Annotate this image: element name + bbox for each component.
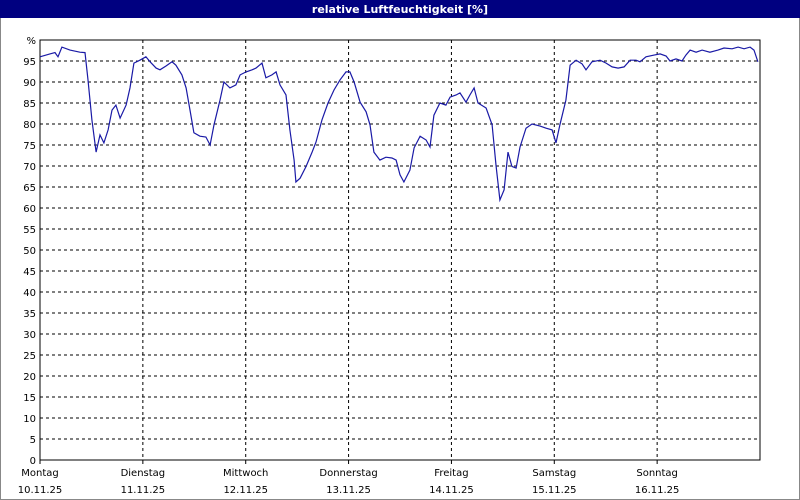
x-tick-date: 14.11.25 [429, 485, 474, 496]
x-tick-label: Freitag [434, 468, 468, 479]
y-tick-label: 60 [23, 204, 36, 215]
x-tick-date: 10.11.25 [18, 485, 63, 496]
y-tick-label: 70 [23, 162, 36, 173]
y-tick-label: 40 [23, 288, 36, 299]
y-tick-label: 35 [23, 309, 36, 320]
y-tick-label: 0 [30, 456, 36, 467]
y-tick-label: % [26, 36, 36, 47]
y-tick-label: 80 [23, 120, 36, 131]
y-tick-label: 95 [23, 57, 36, 68]
title-bar [0, 0, 800, 18]
y-tick-label: 20 [23, 372, 36, 383]
x-tick-label: Montag [21, 468, 58, 479]
x-tick-label: Dienstag [121, 468, 166, 479]
chart-title: relative Luftfeuchtigkeit [%] [312, 3, 488, 16]
y-tick-label: 15 [23, 393, 36, 404]
x-tick-label: Sonntag [636, 468, 678, 479]
y-tick-label: 85 [23, 99, 36, 110]
y-tick-label: 50 [23, 246, 36, 257]
y-tick-label: 90 [23, 78, 36, 89]
humidity-line [39, 46, 759, 203]
y-tick-label: 10 [23, 414, 36, 425]
y-tick-label: 75 [23, 141, 36, 152]
y-tick-label: 45 [23, 267, 36, 278]
y-tick-label: 25 [23, 351, 36, 362]
x-tick-label: Donnerstag [319, 468, 377, 479]
y-tick-label: 55 [23, 225, 36, 236]
x-tick-date: 12.11.25 [223, 485, 268, 496]
y-tick-label: 30 [23, 330, 36, 341]
x-tick-label: Mittwoch [223, 468, 268, 479]
x-tick-date: 13.11.25 [326, 485, 371, 496]
x-tick-date: 16.11.25 [635, 485, 680, 496]
y-tick-label: 65 [23, 183, 36, 194]
x-tick-date: 11.11.25 [121, 485, 166, 496]
x-tick-label: Samstag [532, 468, 576, 479]
x-tick-date: 15.11.25 [532, 485, 577, 496]
y-tick-label: 5 [30, 435, 36, 446]
